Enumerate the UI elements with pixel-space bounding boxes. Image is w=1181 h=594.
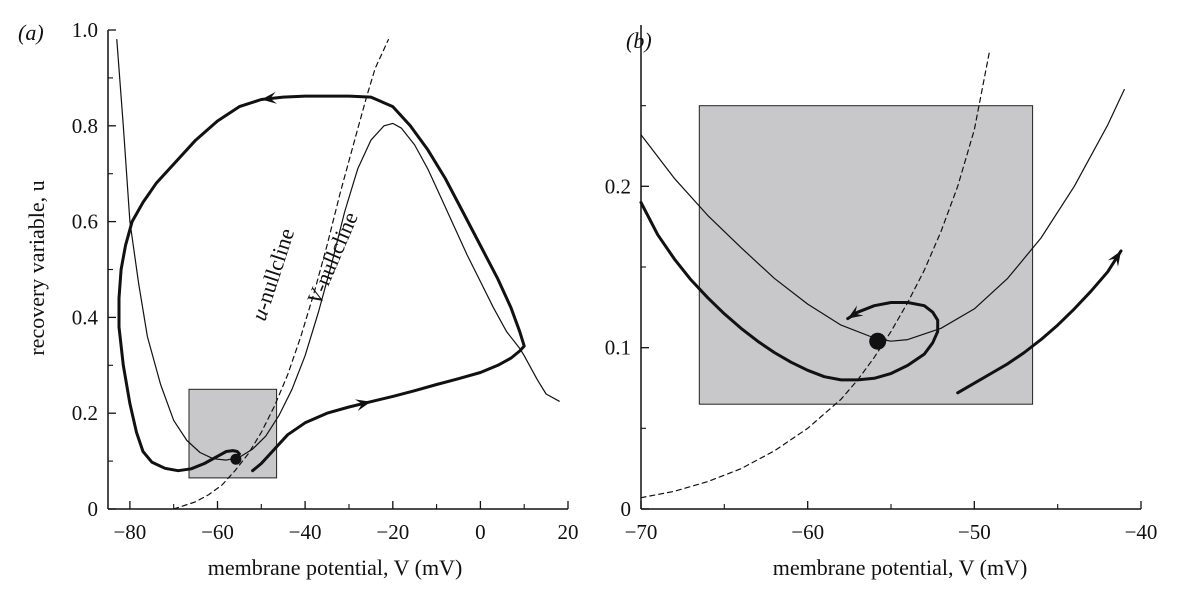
y-tick-label: 0.1 (605, 336, 631, 360)
x-tick-label: 20 (558, 520, 579, 544)
u-nullcline-label: u-nullcline (246, 225, 299, 323)
u-nullcline-label-suffix: -nullcline (249, 225, 299, 313)
panel-b-label: (b) (626, 28, 652, 53)
trajectory-arrow-1 (261, 91, 277, 104)
panel-a-xlabel: membrane potential, V (mV) (208, 555, 463, 580)
fixed-point-marker (230, 453, 242, 465)
y-tick-label: 0 (88, 497, 99, 521)
panel-b-series (639, 51, 1125, 499)
zoom-box (698, 105, 1034, 405)
x-tick-label: −40 (1125, 520, 1158, 544)
zoom-region-box (698, 105, 1034, 405)
y-tick-label: 1.0 (72, 18, 98, 42)
x-tick-label: 0 (475, 520, 486, 544)
y-tick-label: 0.4 (72, 305, 99, 329)
panel-b: (b) membrane potential, V (mV) −70 −60 −50… (605, 25, 1158, 580)
panel-b-xlabel: membrane potential, V (mV) (773, 555, 1028, 580)
u-nullcline-curve (173, 39, 389, 510)
v-nullcline-label-suffix: -nullcline (307, 208, 363, 295)
y-tick-label: 0.8 (72, 114, 98, 138)
y-tick-label: 0 (621, 497, 632, 521)
trajectory-curve-3 (956, 249, 1123, 395)
panel-a: (a) membrane potential, V (mV) recovery … (18, 18, 579, 580)
panel-b-axes: −70 −60 −50 −40 0 0.1 0.2 (605, 25, 1158, 544)
trajectory-curve-2 (117, 94, 526, 473)
x-tick-label: −40 (289, 520, 322, 544)
panel-a-ylabel: recovery variable, u (24, 180, 49, 355)
v-nullcline-curve (640, 88, 1125, 342)
panel-a-label: (a) (18, 20, 44, 45)
y-tick-label: 0.2 (605, 174, 631, 198)
v-nullcline-curve (116, 39, 560, 461)
x-tick-label: −60 (791, 520, 824, 544)
x-tick-label: −70 (625, 520, 658, 544)
y-tick-label: 0.6 (72, 210, 98, 234)
x-tick-label: −60 (201, 520, 234, 544)
x-tick-label: −80 (113, 520, 146, 544)
y-tick-label: 0.2 (72, 401, 98, 425)
trajectory-arrow-2 (847, 305, 864, 319)
trajectory-arrow-3 (1107, 250, 1121, 267)
trajectory-arrow-0 (354, 399, 371, 411)
x-tick-label: −50 (958, 520, 991, 544)
u-nullcline-curve (640, 51, 990, 499)
panel-a-axes: −80 −60 −40 −20 0 20 0 0.2 0.4 0.6 0.8 1.0 (72, 18, 579, 544)
fixed-point-marker (869, 332, 887, 350)
panel-a-curve-labels: u-nullcline V-nullcline (246, 208, 363, 323)
trajectory-curve-2 (639, 201, 940, 382)
x-tick-label: −20 (376, 520, 409, 544)
panel-a-series (116, 39, 560, 510)
